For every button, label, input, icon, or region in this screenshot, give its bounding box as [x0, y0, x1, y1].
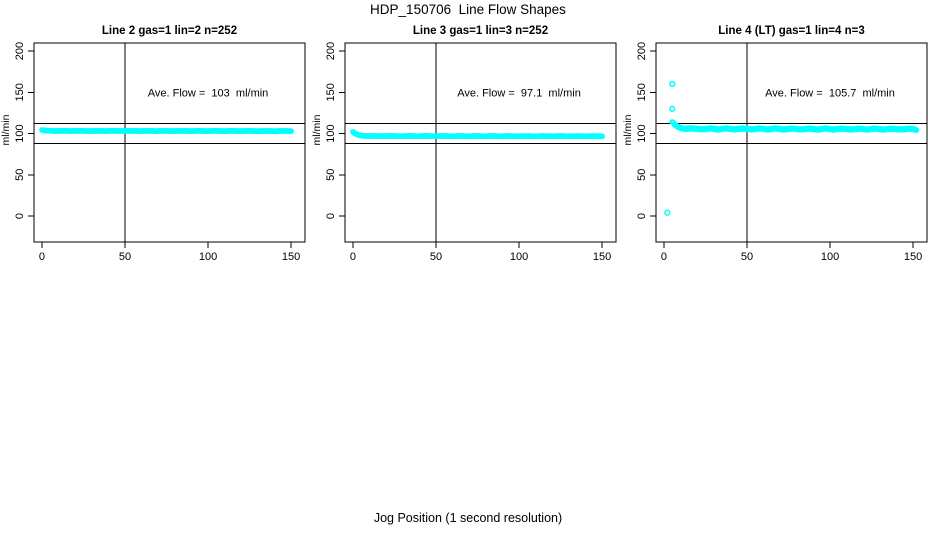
y-tick-label: 200	[636, 42, 648, 60]
data-points	[39, 127, 294, 135]
y-tick-label: 150	[636, 83, 648, 101]
y-tick-label: 150	[14, 83, 26, 101]
panel-title: Line 4 (LT) gas=1 lin=4 n=3	[718, 25, 864, 37]
x-tick-label: 150	[593, 251, 611, 263]
data-points	[664, 80, 920, 216]
y-tick-label: 100	[325, 124, 337, 142]
y-tick-label: 0	[14, 213, 26, 219]
y-tick-label: 50	[636, 169, 648, 181]
y-tick-label: 100	[636, 124, 648, 142]
plot-box	[33, 42, 306, 243]
x-tick-label: 0	[350, 251, 356, 263]
x-tick-label: 150	[904, 251, 922, 263]
y-tick-label: 0	[636, 213, 648, 219]
ave-flow-annotation: Ave. Flow = 103 ml/min	[148, 87, 269, 99]
y-tick-label: 200	[14, 42, 26, 60]
flow-outlier-point	[664, 209, 671, 216]
y-tick-label: 0	[325, 213, 337, 219]
y-tick-label: 50	[325, 169, 337, 181]
plot-box	[344, 42, 617, 243]
y-tick-label: 200	[325, 42, 337, 60]
flow-point	[599, 133, 605, 140]
x-tick-label: 0	[39, 251, 45, 263]
flow-outlier-point	[669, 105, 676, 112]
ave-flow-annotation: Ave. Flow = 97.1 ml/min	[457, 87, 581, 99]
x-tick-label: 50	[430, 251, 442, 263]
x-tick-label: 0	[661, 251, 667, 263]
x-tick-label: 50	[119, 251, 131, 263]
plot-box	[655, 42, 928, 243]
y-axis-title: ml/min	[622, 114, 634, 145]
y-axis-title: ml/min	[0, 114, 12, 145]
flow-outlier-point	[669, 80, 676, 88]
y-axis-ticks: 0 50 100 150 200	[636, 42, 656, 219]
y-axis-ticks: 0 50 100 150 200	[14, 42, 34, 219]
x-axis-ticks: 0 50 100 150	[350, 242, 611, 263]
ave-flow-annotation: Ave. Flow = 105.7 ml/min	[765, 87, 895, 99]
data-points	[350, 129, 605, 140]
x-tick-label: 100	[199, 251, 217, 263]
y-tick-label: 100	[14, 124, 26, 142]
panel-title: Line 2 gas=1 lin=2 n=252	[102, 25, 237, 37]
y-tick-label: 50	[14, 169, 26, 181]
flow-point	[913, 127, 920, 133]
main-title: HDP_150706 Line Flow Shapes	[370, 2, 566, 17]
y-tick-label: 150	[325, 83, 337, 101]
x-tick-label: 150	[282, 251, 300, 263]
panel-1: Line 2 gas=1 lin=2 n=252 0 50 100 150 0 50 100 1…	[0, 25, 306, 263]
panel-3: Line 4 (LT) gas=1 lin=4 n=3 0 50 100 150 0 50 1…	[622, 25, 928, 263]
x-axis-ticks: 0 50 100 150	[661, 242, 922, 263]
x-tick-label: 50	[741, 251, 753, 263]
x-tick-label: 100	[510, 251, 528, 263]
x-axis-label: Jog Position (1 second resolution)	[373, 511, 563, 525]
y-axis-title: ml/min	[311, 114, 323, 145]
flow-point	[288, 128, 294, 135]
y-axis-ticks: 0 50 100 150 200	[325, 42, 345, 219]
x-tick-label: 100	[821, 251, 839, 263]
panel-2: Line 3 gas=1 lin=3 n=252 0 50 100 150 0 50 100 1…	[311, 25, 617, 263]
panel-title: Line 3 gas=1 lin=3 n=252	[413, 25, 548, 37]
x-axis-ticks: 0 50 100 150	[39, 242, 300, 263]
